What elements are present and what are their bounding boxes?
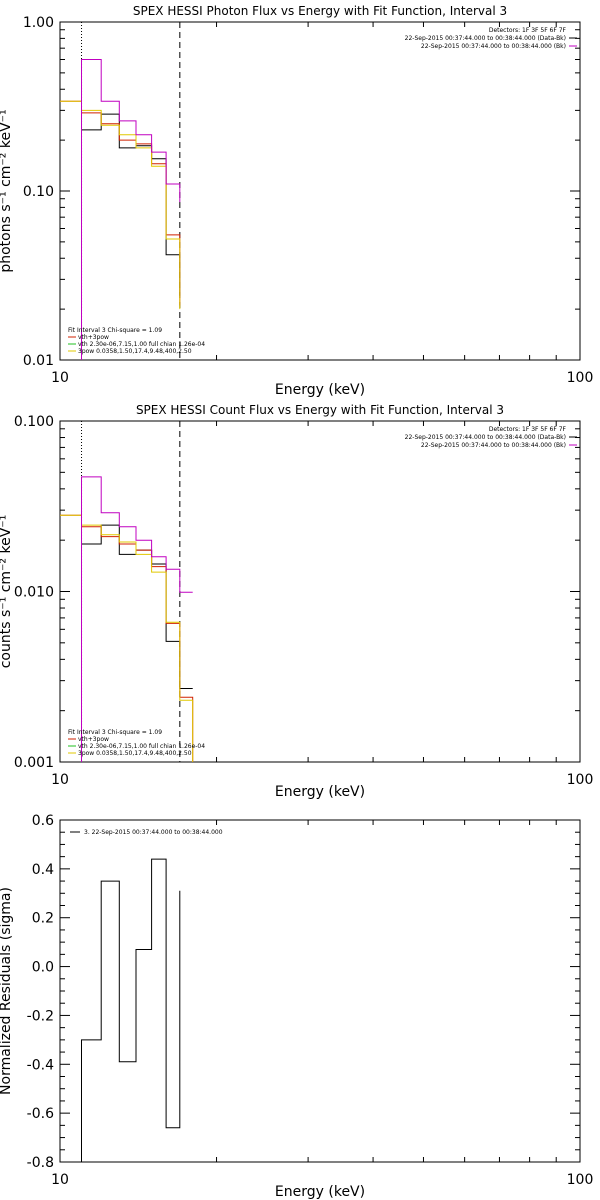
y-axis-label-3: Normalized Residuals (sigma): [0, 887, 14, 1095]
series-3-22-sep-2015-00-37-44-000-to-00-38-44-000-3: [81, 858, 181, 1162]
legend-top-right-text: 22-Sep-2015 00:37:44.000 to 00:38:44.000…: [405, 434, 566, 441]
plot-frame-3: [59, 819, 581, 1163]
y-tick-label: 0.4: [32, 862, 54, 878]
x-axis-label-2: Energy (keV): [275, 784, 365, 800]
legend-bottom-left-text: vth+3pow: [78, 736, 109, 743]
legend-bottom-left-text: vth+3pow: [78, 334, 109, 341]
series-vth-3pow-2: [60, 514, 194, 762]
x-tick-label: 10: [51, 370, 69, 386]
x-axis-label-1: Energy (keV): [275, 382, 365, 398]
legend-top-left-text: 3. 22-Sep-2015 00:37:44.000 to 00:38:44.…: [84, 829, 223, 836]
chart-title-2: SPEX HESSI Count Flux vs Energy with Fit…: [136, 403, 504, 417]
series-data-bk-1: [81, 113, 181, 296]
y-tick-label: -0.4: [27, 1057, 54, 1073]
legend-top-right-text: 22-Sep-2015 00:37:44.000 to 00:38:44.000…: [421, 442, 566, 449]
x-tick-label: 100: [567, 1172, 594, 1188]
x-tick-label: 10: [51, 1172, 69, 1188]
y-tick-label: 1.00: [23, 15, 54, 31]
legend-bottom-left-text: 3pow 0.0358,1.50,17.4,9.48,400,2.50: [78, 348, 192, 355]
y-tick-label: -0.6: [27, 1106, 54, 1122]
x-axis-label-3: Energy (keV): [275, 1184, 365, 1200]
x-tick-label: 100: [567, 772, 594, 788]
y-tick-label: -0.8: [27, 1155, 54, 1171]
legend-top-right-text: Detectors: 1F 3F 5F 6F 7F: [489, 27, 567, 34]
chart-title-1: SPEX HESSI Photon Flux vs Energy with Fi…: [133, 4, 507, 18]
legend-top-right-text: 22-Sep-2015 00:37:44.000 to 00:38:44.000…: [421, 43, 566, 50]
series-vth-3pow-1: [60, 100, 181, 306]
y-tick-label: 0.01: [23, 353, 54, 369]
legend-bottom-left-text: Fit Interval 3 Chi-square = 1.09: [68, 729, 162, 736]
y-tick-label: 0.0: [32, 960, 54, 976]
y-tick-label: 0.100: [14, 414, 54, 430]
legend-bottom-left-text: vth 2.30e-06,7.15,1.00 full chian 1.26e-…: [78, 341, 205, 348]
legend-bottom-left-text: Fit Interval 3 Chi-square = 1.09: [68, 327, 162, 334]
x-tick-label: 10: [51, 772, 69, 788]
legend-bottom-left-text: vth 2.30e-06,7.15,1.00 full chian 1.26e-…: [78, 743, 205, 750]
plot-frame-2: [59, 420, 581, 763]
x-tick-label: 100: [567, 370, 594, 386]
series-bk-1: [81, 59, 181, 360]
plot-frame-1: [59, 21, 581, 361]
series-bk-2: [81, 476, 193, 762]
legend-top-right-text: Detectors: 1F 3F 5F 6F 7F: [489, 426, 567, 433]
y-axis-label-1: photons s⁻¹ cm⁻² keV⁻¹: [0, 109, 14, 272]
y-tick-label: 0.6: [32, 813, 54, 829]
series-vth-1: [60, 100, 181, 310]
y-tick-label: 0.10: [23, 184, 54, 200]
y-axis-label-2: counts s⁻¹ cm⁻² keV⁻¹: [0, 515, 14, 669]
y-tick-label: 0.001: [14, 755, 54, 771]
legend-bottom-left-text: 3pow 0.0358,1.50,17.4,9.48,400,2.50: [78, 750, 192, 757]
y-tick-label: -0.2: [27, 1008, 54, 1024]
y-tick-label: 0.010: [14, 585, 54, 601]
legend-top-right-text: 22-Sep-2015 00:37:44.000 to 00:38:44.000…: [405, 35, 566, 42]
series-vth-2: [60, 514, 194, 762]
y-tick-label: 0.2: [32, 911, 54, 927]
